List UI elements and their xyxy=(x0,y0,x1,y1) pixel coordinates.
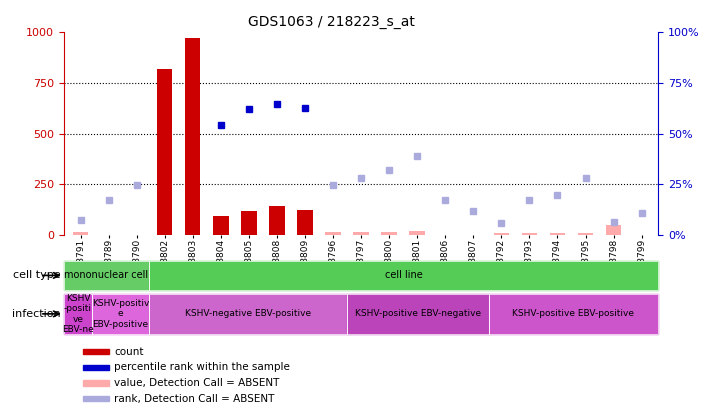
Title: GDS1063 / 218223_s_at: GDS1063 / 218223_s_at xyxy=(248,15,415,29)
Bar xyxy=(92,294,149,334)
Text: rank, Detection Call = ABSENT: rank, Detection Call = ABSENT xyxy=(114,394,274,403)
Bar xyxy=(353,232,369,235)
Text: value, Detection Call = ABSENT: value, Detection Call = ABSENT xyxy=(114,378,280,388)
Bar xyxy=(493,233,509,235)
Bar xyxy=(606,225,621,235)
Text: mononuclear cell: mononuclear cell xyxy=(64,271,148,280)
Bar xyxy=(149,294,347,334)
Bar xyxy=(522,233,537,235)
Text: cell line: cell line xyxy=(384,271,423,280)
Text: percentile rank within the sample: percentile rank within the sample xyxy=(114,362,290,373)
Bar xyxy=(157,69,173,235)
Bar xyxy=(64,261,149,290)
Bar xyxy=(409,231,425,235)
Bar xyxy=(489,294,658,334)
Bar xyxy=(269,206,285,235)
Text: count: count xyxy=(114,347,144,357)
Bar xyxy=(347,294,489,334)
Text: KSHV-positive EBV-positive: KSHV-positive EBV-positive xyxy=(513,309,634,318)
Bar xyxy=(149,294,347,334)
Bar xyxy=(149,261,658,290)
Bar xyxy=(347,294,489,334)
Text: cell type: cell type xyxy=(13,271,61,280)
Bar xyxy=(241,211,256,235)
Bar xyxy=(489,294,658,334)
Text: infection: infection xyxy=(12,309,61,319)
Bar xyxy=(64,261,149,290)
Bar xyxy=(382,232,397,235)
Text: KSHV
-positi
ve
EBV-ne: KSHV -positi ve EBV-ne xyxy=(62,294,93,334)
Bar xyxy=(549,233,565,235)
Bar xyxy=(149,261,658,290)
Bar xyxy=(185,38,200,235)
Bar xyxy=(92,294,149,334)
Bar xyxy=(64,294,92,334)
Bar xyxy=(297,210,313,235)
Bar xyxy=(83,349,109,354)
Bar xyxy=(325,232,341,235)
Bar xyxy=(213,216,229,235)
Text: KSHV-negative EBV-positive: KSHV-negative EBV-positive xyxy=(185,309,311,318)
Bar xyxy=(578,233,593,235)
Bar xyxy=(83,365,109,370)
Text: KSHV-positive EBV-negative: KSHV-positive EBV-negative xyxy=(355,309,481,318)
Bar xyxy=(83,380,109,386)
Bar xyxy=(83,396,109,401)
Bar xyxy=(73,232,88,235)
Bar xyxy=(64,294,92,334)
Text: KSHV-positiv
e
EBV-positive: KSHV-positiv e EBV-positive xyxy=(91,299,149,329)
